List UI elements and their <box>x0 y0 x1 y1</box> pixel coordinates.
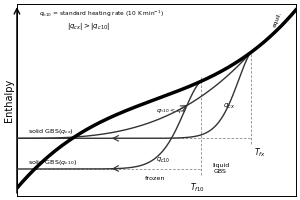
Text: $|q_{cx}|>|q_{c10}|$: $|q_{cx}|>|q_{c10}|$ <box>67 21 110 32</box>
Text: $T_{fx}$: $T_{fx}$ <box>254 147 266 159</box>
Text: liquid
GBS: liquid GBS <box>212 163 229 174</box>
Text: $q_{h10} < q_{cx}$: $q_{h10} < q_{cx}$ <box>156 106 188 115</box>
Text: equil.: equil. <box>272 11 283 28</box>
Text: $q_{c10}$: $q_{c10}$ <box>156 155 171 165</box>
Text: $q_{cx}$: $q_{cx}$ <box>223 102 236 111</box>
Text: frozen: frozen <box>145 176 166 181</box>
Text: solid GBS($q_{c10}$): solid GBS($q_{c10}$) <box>28 158 77 167</box>
Text: $T_{f10}$: $T_{f10}$ <box>190 181 205 194</box>
Y-axis label: Enthalpy: Enthalpy <box>4 78 14 122</box>
Text: $q_{h10}$ = standard heating rate (10 K min$^{-1}$): $q_{h10}$ = standard heating rate (10 K … <box>39 9 164 19</box>
Text: solid GBS($q_{cx}$): solid GBS($q_{cx}$) <box>28 127 74 136</box>
